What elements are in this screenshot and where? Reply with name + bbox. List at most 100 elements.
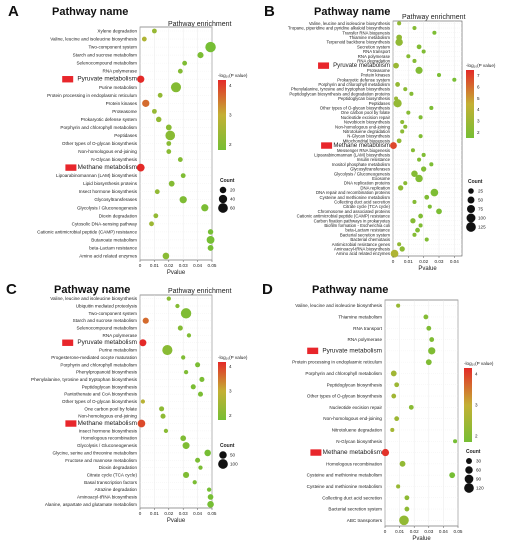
x-tick-label: 0.04 — [193, 263, 202, 268]
y-tick-label: Collecting duct acid secretion — [322, 495, 382, 500]
color-scale-label: 4 — [229, 364, 232, 369]
data-point — [177, 68, 183, 74]
data-point — [162, 252, 170, 260]
y-tick-label: Starch and sucrose metabolism — [73, 53, 138, 58]
data-point — [426, 325, 432, 331]
data-point — [394, 382, 400, 388]
count-legend-dot — [468, 188, 474, 194]
count-legend-dot — [219, 186, 227, 194]
y-tick-label: One carbon pool by folate — [84, 406, 137, 411]
y-tick-label: Non-homologous end-joining — [335, 124, 391, 129]
data-point — [137, 419, 146, 428]
panel-title: Pathway name — [312, 284, 388, 296]
data-point — [421, 166, 427, 172]
highlight-marker — [318, 62, 330, 69]
y-tick-label: N-Glycan biosynthesis — [91, 157, 137, 162]
data-point — [399, 460, 406, 467]
highlight-marker — [65, 420, 77, 427]
y-tick-label: Valine, leucine and isoleucine biosynthe… — [295, 303, 382, 308]
data-point — [436, 208, 442, 215]
y-tick-label: Valine, leucine and isoleucine biosynthe… — [50, 296, 137, 301]
data-point — [411, 170, 418, 178]
data-point — [415, 227, 420, 233]
data-point — [157, 92, 163, 98]
data-point — [412, 26, 417, 31]
y-tick-label: Glycine, serine and threonine metabolism — [52, 450, 137, 455]
data-point — [453, 439, 458, 444]
data-point — [428, 347, 436, 355]
data-point — [183, 369, 189, 375]
y-tick-label: Carbon fixation pathways in prokaryotes — [314, 218, 390, 223]
y-tick-label: Aminoacyl-tRNA biosynthesis — [334, 246, 390, 251]
data-point — [429, 105, 434, 110]
count-legend-dot — [466, 458, 472, 464]
y-tick-label: Insect hormone biosynthesis — [79, 189, 138, 194]
data-point — [141, 36, 147, 42]
data-point — [412, 199, 417, 204]
x-tick-label: 0 — [139, 511, 142, 516]
count-legend-label: 40 — [230, 197, 236, 202]
y-tick-label: Pyruvate metabolism — [322, 347, 382, 354]
y-tick-label: beta-Lactam resistance — [89, 245, 137, 250]
y-tick-label: Nitrotoluene degradation — [343, 129, 391, 134]
data-point — [381, 448, 390, 457]
y-tick-label: Methane metabolism — [333, 142, 390, 149]
y-tick-label: Cationic antimicrobial peptide (CAMP) re… — [37, 229, 137, 234]
y-tick-label: Collecting duct acid secretion — [334, 199, 390, 204]
x-tick-label: 0.05 — [208, 511, 217, 516]
y-tick-label: Butanoate metabolism — [91, 237, 137, 242]
data-point — [162, 345, 173, 356]
x-tick-label: 0 — [384, 529, 387, 534]
data-point — [404, 506, 410, 512]
y-tick-label: ABC transporters — [347, 518, 383, 523]
panel-subtitle: Pathway enrichment — [402, 14, 465, 21]
y-tick-label: Phenylalanine, tyrosine and tryptophan b… — [291, 87, 390, 92]
data-point — [398, 185, 404, 191]
data-point — [452, 77, 457, 82]
y-tick-label: Transfer RNA biogenesis — [342, 30, 390, 35]
data-point — [175, 303, 180, 309]
data-point — [403, 87, 408, 92]
data-point — [166, 149, 172, 154]
x-tick-label: 0.02 — [410, 529, 419, 534]
data-point — [390, 370, 397, 377]
y-tick-label: Peptidoglycan biosynthesis — [82, 384, 138, 389]
y-tick-label: Porphyrin and chlorophyll metabolism — [60, 125, 137, 130]
data-point — [397, 21, 402, 26]
color-scale-bar — [218, 80, 226, 150]
data-point — [151, 28, 157, 34]
y-tick-label: Non-homologous end-joining — [78, 414, 137, 419]
x-tick-label: 0.03 — [424, 529, 433, 534]
y-tick-label: Methane metabolism — [78, 420, 137, 427]
y-tick-label: Peptidoglycan biosynthesis — [327, 382, 383, 387]
y-tick-label: Inositol phosphate metabolism — [332, 162, 390, 167]
x-axis-label: Pvalue — [418, 266, 437, 272]
data-point — [404, 495, 410, 501]
panel-a: A Pathway name Pathway enrichment Xylene de… — [8, 3, 248, 276]
panel-subtitle: Pathway enrichment — [168, 288, 231, 295]
data-point — [155, 116, 162, 123]
count-legend-dot — [466, 222, 476, 232]
data-point — [425, 359, 432, 366]
count-legend-title: Count — [466, 449, 481, 455]
color-scale-label: 5 — [477, 96, 480, 101]
count-legend-label: 100 — [230, 462, 238, 467]
y-tick-label: Terpenoid backbone biosynthesis — [326, 40, 390, 45]
count-legend-title: Count — [220, 443, 235, 449]
color-scale-label: 3 — [477, 119, 480, 124]
data-point — [154, 189, 160, 195]
data-point — [166, 141, 172, 146]
color-scale-bar — [466, 70, 474, 138]
panel-c: C Pathway name Pathway enrichment Valine, l… — [6, 281, 248, 524]
data-point — [395, 38, 403, 46]
y-tick-label: Non-homologous end-joining — [323, 416, 382, 421]
data-point — [403, 124, 408, 129]
data-point — [207, 229, 214, 235]
y-tick-label: Peptidoglycan biosynthesis — [338, 96, 390, 101]
data-point — [390, 249, 399, 258]
y-tick-label: Other types of O-glycan biosynthesis — [62, 141, 138, 146]
color-scale-label: 6 — [477, 84, 480, 89]
data-point — [142, 317, 149, 324]
x-tick-label: 0.02 — [164, 511, 173, 516]
y-tick-label: Prokaryotic defense system — [337, 77, 390, 82]
